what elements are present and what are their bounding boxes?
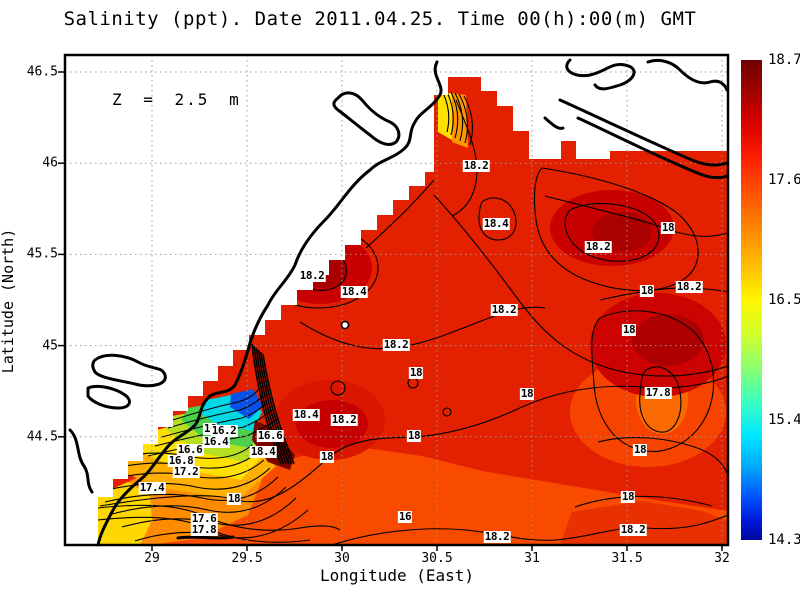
contour-label: 18.2 bbox=[584, 240, 612, 253]
y-tick-label: 44.5 bbox=[26, 429, 58, 445]
axis-tick-marks bbox=[58, 71, 723, 551]
x-tick-label: 29 bbox=[144, 551, 160, 566]
contour-label: 18 bbox=[406, 429, 422, 442]
contour-label: 18.4 bbox=[482, 217, 510, 230]
contour-label: 18.2 bbox=[298, 269, 326, 282]
contour-label: 16 bbox=[397, 510, 413, 523]
contour-label: 18 bbox=[519, 387, 535, 400]
contour-label: 17.4 bbox=[138, 481, 166, 494]
y-tick-label: 45.5 bbox=[26, 246, 58, 262]
colorbar-tick-label: 14.3 bbox=[768, 532, 800, 548]
contour-label: 17.6 bbox=[190, 512, 218, 525]
y-tick-label: 45 bbox=[42, 338, 58, 354]
contour-label: 18 bbox=[620, 490, 636, 503]
colorbar bbox=[741, 60, 762, 540]
contour-label: 18.2 bbox=[382, 338, 410, 351]
x-tick-label: 31.5 bbox=[611, 551, 643, 566]
contour-label: 18 bbox=[319, 450, 335, 463]
chart-title: Salinity (ppt). Date 2011.04.25. Time 00… bbox=[63, 8, 697, 30]
x-tick-label: 31 bbox=[524, 551, 540, 566]
contour-label: 18.2 bbox=[675, 280, 703, 293]
contour-label: 18.2 bbox=[619, 523, 647, 536]
contour-label: 18 bbox=[632, 443, 648, 456]
contour-label: 18 bbox=[408, 366, 424, 379]
contour-label: 18.2 bbox=[490, 303, 518, 316]
contour-label: 18.2 bbox=[483, 530, 511, 543]
x-tick-label: 32 bbox=[714, 551, 730, 566]
contour-label: 16.8 bbox=[167, 454, 195, 467]
coastline bbox=[68, 58, 729, 547]
x-axis-label: Longitude (East) bbox=[319, 566, 475, 585]
contour-label: 18 bbox=[639, 284, 655, 297]
colorbar-tick-label: 15.4 bbox=[768, 412, 800, 428]
contour-label: 18.2 bbox=[462, 159, 490, 172]
contour-label: 16.2 bbox=[210, 424, 238, 437]
contour-label: 17.8 bbox=[190, 523, 218, 536]
contour-label: 16.4 bbox=[202, 435, 230, 448]
contour-label: 16.6 bbox=[256, 429, 284, 442]
y-axis-label: Latitude (North) bbox=[0, 228, 17, 374]
contour-label: 18.2 bbox=[330, 413, 358, 426]
contour-label: 17.8 bbox=[644, 386, 672, 399]
station-marker-dot bbox=[340, 320, 350, 330]
plot-frame bbox=[63, 53, 730, 547]
contour-label: 18 bbox=[660, 221, 676, 234]
contour-label: 18.4 bbox=[292, 408, 320, 421]
y-tick-label: 46.5 bbox=[26, 64, 58, 80]
contour-label: 18 bbox=[621, 323, 637, 336]
contour-label: 16.6 bbox=[176, 443, 204, 456]
x-tick-label: 30 bbox=[334, 551, 350, 566]
contour-label: 18 bbox=[226, 492, 242, 505]
x-tick-label: 30.5 bbox=[421, 551, 453, 566]
x-tick-label: 29.5 bbox=[231, 551, 263, 566]
depth-annotation: Z = 2.5 m bbox=[112, 90, 241, 109]
colorbar-tick-label: 17.6 bbox=[768, 172, 800, 188]
colorbar-tick-label: 18.7 bbox=[768, 52, 800, 68]
contour-label: 18.4 bbox=[340, 285, 368, 298]
contour-label: 17.2 bbox=[172, 465, 200, 478]
colorbar-tick-label: 16.5 bbox=[768, 292, 800, 308]
contour-label: 18.4 bbox=[249, 445, 277, 458]
y-tick-label: 46 bbox=[42, 155, 58, 171]
